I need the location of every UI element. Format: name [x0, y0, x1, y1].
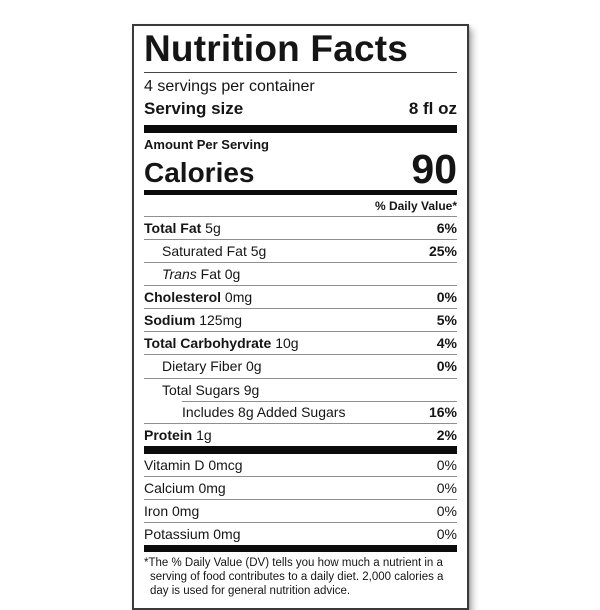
nutrient-row-trans-fat: Trans Fat 0g: [144, 262, 457, 285]
daily-value: 0%: [436, 289, 457, 306]
nutrient-row-sodium: Sodium 125mg 5%: [144, 308, 457, 331]
nutrient-row-saturated-fat: Saturated Fat 5g 25%: [144, 238, 457, 262]
daily-value: 4%: [436, 335, 457, 352]
daily-value: 0%: [436, 526, 457, 543]
section-divider-bar: [144, 125, 457, 134]
nutrient-row-total-sugars: Total Sugars 9g: [144, 377, 457, 401]
daily-value: 0%: [436, 358, 457, 375]
section-divider-bar: [144, 189, 457, 195]
daily-value: 2%: [436, 426, 457, 443]
section-divider-bar: [144, 445, 457, 454]
serving-size-row: Serving size 8 fl oz: [144, 97, 457, 125]
nutrient-row-dietary-fiber: Dietary Fiber 0g 0%: [144, 354, 457, 377]
calories-value: 90: [411, 146, 457, 193]
nutrient-row-iron: Iron 0mg 0%: [144, 499, 457, 522]
daily-value: 0%: [436, 503, 457, 519]
daily-value: 5%: [436, 312, 457, 329]
calories-label: Calories: [144, 156, 255, 188]
amount-per-serving-label: Amount Per Serving: [144, 137, 269, 153]
daily-value-footnote: *The % Daily Value (DV) tells you how mu…: [144, 557, 444, 598]
nutrient-row-calcium: Calcium 0mg 0%: [144, 475, 457, 499]
nutrient-row-total-carbohydrate: Total Carbohydrate 10g 4%: [144, 331, 457, 354]
daily-value-header: % Daily Value*: [374, 198, 457, 213]
daily-value: 0%: [436, 456, 457, 473]
nutrition-facts-label: Nutrition Facts 4 servings per container…: [132, 24, 469, 610]
daily-value: 0%: [436, 479, 457, 496]
label-title: Nutrition Facts: [144, 29, 457, 73]
nutrient-row-added-sugars: Includes 8g Added Sugars 16%: [144, 400, 457, 423]
nutrient-row-vitamin-d: Vitamin D 0mcg 0%: [144, 456, 457, 473]
serving-size-label: Serving size: [144, 99, 244, 119]
serving-size-value: 8 fl oz: [408, 99, 457, 119]
nutrient-row-protein: Protein 1g 2%: [144, 422, 457, 446]
calories-row: Calories 90: [144, 146, 457, 193]
section-divider-bar: [144, 545, 457, 553]
daily-value: 6%: [436, 219, 457, 236]
nutrient-row-potassium: Potassium 0mg 0%: [144, 522, 457, 545]
daily-value: 16%: [428, 403, 457, 420]
nutrient-row-cholesterol: Cholesterol 0mg 0%: [144, 285, 457, 308]
nutrient-row-total-fat: Total Fat 5g 6%: [144, 215, 457, 239]
daily-value: 25%: [428, 242, 457, 259]
servings-per-container: 4 servings per container: [144, 77, 315, 95]
